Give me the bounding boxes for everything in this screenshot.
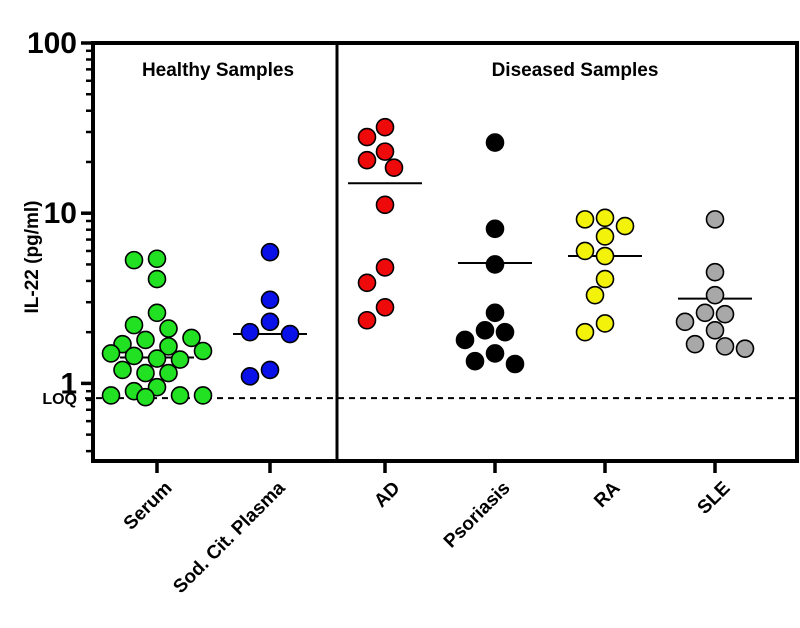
median-layer [120,182,752,359]
data-point [705,285,725,305]
data-point [375,195,395,215]
data-point [170,350,190,369]
data-point [375,117,395,137]
data-point [695,303,715,323]
data-point [595,208,615,228]
point-layer [101,117,755,407]
data-point [595,269,615,289]
panel-label: Diseased Samples [492,60,659,81]
x-tick-label: AD [370,478,404,512]
data-point [485,303,505,323]
data-point [240,322,260,342]
data-point [280,324,300,344]
data-point [505,354,525,374]
data-point [485,255,505,274]
data-point [260,242,280,262]
data-point [260,290,280,310]
data-point [384,158,404,178]
data-point [193,341,213,361]
data-point [101,344,121,363]
data-point [357,127,377,147]
data-point [357,150,377,170]
data-point [375,297,395,317]
data-point [159,363,178,383]
data-point [159,337,178,356]
x-tick-label: SLE [694,478,735,519]
data-point [357,310,377,330]
data-point [715,304,735,324]
data-point [136,330,155,350]
data-point [101,386,121,405]
data-point [124,315,144,335]
data-point [124,250,144,270]
x-tick-label: Serum [120,478,177,535]
data-point [575,241,595,261]
data-point [485,219,505,239]
data-point [147,303,167,323]
data-point [260,312,280,332]
y-tick-label: 10 [44,197,77,230]
data-point [147,249,167,269]
panel-label: Healthy Samples [142,60,294,81]
x-tick-label: RA [590,477,624,511]
data-point [240,367,260,386]
data-point [113,360,132,380]
data-point [260,360,280,380]
data-point [182,328,201,348]
data-point [455,330,475,350]
y-tick-label: 100 [27,27,77,60]
data-point [595,227,615,246]
data-point [675,312,695,332]
data-point [136,363,155,383]
data-point [615,216,635,236]
data-point [585,285,605,305]
data-point [124,346,144,366]
data-point [465,351,485,371]
data-point [705,262,725,282]
y-axis-label: IL-22 (pg/ml) [22,201,43,314]
data-point [193,386,213,405]
data-point [685,334,705,354]
data-point [357,273,377,293]
data-point [136,387,155,407]
data-point [595,314,615,333]
data-point [159,319,178,338]
data-point [147,269,167,289]
data-point [485,133,505,152]
data-point [735,339,755,358]
data-point [495,322,515,342]
data-point [147,349,167,368]
x-tick-label: Sod. Cit. Plasma [169,477,289,597]
data-point [375,142,395,161]
data-point [485,344,505,363]
data-point [705,321,725,340]
data-point [170,386,190,405]
data-point [715,337,735,356]
data-point [375,258,395,277]
data-point [705,210,725,229]
chart-frame [81,41,799,473]
data-point [595,246,615,266]
x-tick-label: Psoriasis [440,478,515,553]
data-point [575,210,595,229]
data-point [575,322,595,342]
data-point [475,321,495,340]
loq-label: LOQ [42,391,77,408]
y-tick-label: 1 [60,367,77,400]
